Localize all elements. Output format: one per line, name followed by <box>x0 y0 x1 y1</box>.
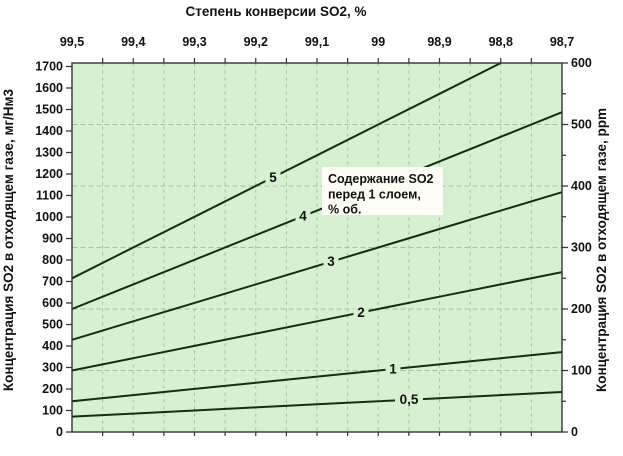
tick-label: 99,4 <box>121 35 145 49</box>
tick-label: 99,3 <box>182 35 206 49</box>
left-axis-ticks <box>66 65 72 433</box>
tick-label: 1700 <box>35 60 63 74</box>
tick-label: 0 <box>571 425 578 439</box>
series-label-4: 4 <box>295 207 311 225</box>
series-lines <box>71 62 563 418</box>
series-line-0.5 <box>71 391 563 418</box>
tick-label: 98,8 <box>489 35 513 49</box>
tick-label: 600 <box>42 296 63 310</box>
tick-label: 99,5 <box>60 35 84 49</box>
tick-label: 400 <box>571 179 592 193</box>
series-label-text: 5 <box>269 170 277 185</box>
annotation-line: Содержание SO2 <box>328 172 434 186</box>
series-label-0-5: 0,5 <box>395 391 423 409</box>
annotation-line: перед 1 слоем, <box>328 188 421 202</box>
tick-label: 500 <box>571 118 592 132</box>
series-line-2 <box>71 271 563 372</box>
tick-label: 300 <box>42 361 63 375</box>
series-label-bg <box>353 303 369 321</box>
tick-label: 1600 <box>35 81 63 95</box>
top-axis-title: Степень конверсии SO2, % <box>186 4 367 19</box>
tick-label: 1500 <box>35 103 63 117</box>
series-label-text: 3 <box>327 254 335 269</box>
right-axis-title: Концентрация SO2 в отходящем газе, ppm <box>594 108 609 392</box>
series-label-bg <box>295 207 311 225</box>
left-axis-title: Концентрация SO2 в отходящем газе, мг/Нм… <box>1 88 16 391</box>
series-line-4 <box>71 111 563 310</box>
right-axis-tick-labels: 0 100 200 300 400 500 600 <box>571 56 592 439</box>
series-label-text: 0,5 <box>400 392 419 407</box>
series-label-bg <box>395 391 423 409</box>
series-label-2: 2 <box>353 303 369 321</box>
tick-label: 900 <box>42 232 63 246</box>
tick-label: 98,9 <box>427 35 451 49</box>
horizontal-gridlines <box>72 124 562 371</box>
tick-label: 1200 <box>35 167 63 181</box>
right-axis-major-ticks <box>562 62 568 433</box>
series-label-text: 2 <box>357 305 365 320</box>
tick-label: 700 <box>42 275 63 289</box>
series-label-bg <box>385 360 401 378</box>
tick-label: 200 <box>571 302 592 316</box>
bottom-axis-ticks <box>102 432 532 436</box>
tick-label: 300 <box>571 241 592 255</box>
tick-label: 0 <box>56 425 63 439</box>
series-line-3 <box>71 191 563 341</box>
annotation-background <box>322 167 443 215</box>
left-axis-tick-labels: 0 100 200 300 400 500 600 700 800 900 10… <box>35 60 63 440</box>
tick-label: 1000 <box>35 210 63 224</box>
top-axis-tick-labels: 99,5 99,4 99,3 99,2 99,1 99 98,9 98,8 98… <box>60 35 574 49</box>
annotation-box: Содержание SO2 перед 1 слоем, % об. <box>322 167 443 217</box>
series-line-5 <box>71 62 502 280</box>
annotation-line: % об. <box>328 203 361 217</box>
tick-label: 100 <box>571 364 592 378</box>
tick-label: 100 <box>42 404 63 418</box>
tick-label: 600 <box>571 56 592 70</box>
top-axis-ticks <box>102 58 532 63</box>
series-label-5: 5 <box>265 168 281 186</box>
tick-label: 98,7 <box>550 35 574 49</box>
tick-label: 500 <box>42 318 63 332</box>
tick-label: 99 <box>371 35 385 49</box>
tick-label: 800 <box>42 253 63 267</box>
series-label-text: 4 <box>299 209 307 224</box>
right-axis-minor-ticks <box>562 93 566 402</box>
tick-label: 1400 <box>35 124 63 138</box>
series-label-bg <box>265 168 281 186</box>
series-label-3: 3 <box>323 253 339 271</box>
tick-label: 1300 <box>35 146 63 160</box>
tick-label: 400 <box>42 339 63 353</box>
series-label-1: 1 <box>385 360 401 378</box>
series-label-bg <box>323 253 339 271</box>
tick-label: 1100 <box>36 189 63 203</box>
tick-label: 99,1 <box>305 35 329 49</box>
tick-label: 99,2 <box>244 35 268 49</box>
series-label-text: 1 <box>389 362 397 377</box>
tick-label: 200 <box>42 382 63 396</box>
series-line-1 <box>71 351 563 403</box>
